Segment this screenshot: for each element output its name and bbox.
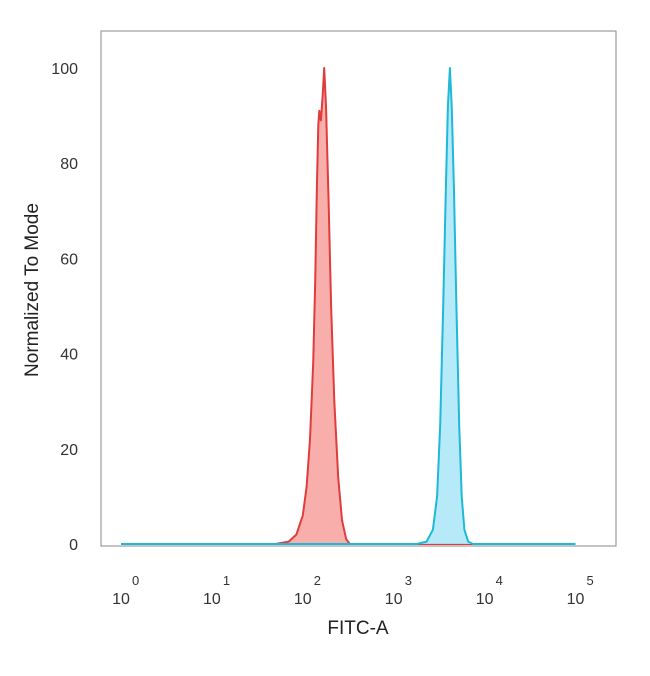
x-tick-base: 10	[203, 591, 221, 608]
y-axis-title: Normalized To Mode	[22, 203, 43, 377]
y-tick-label: 60	[60, 251, 78, 268]
x-tick-exponent: 1	[223, 573, 230, 588]
x-tick-label: 104	[476, 573, 503, 608]
x-tick-exponent: 2	[314, 573, 321, 588]
x-tick-label: 103	[385, 573, 412, 608]
plot-frame	[100, 30, 617, 547]
x-tick-label: 105	[567, 573, 594, 608]
series-1-line	[121, 67, 576, 545]
x-tick-label: 100	[112, 573, 139, 608]
series-layer	[121, 67, 576, 545]
x-tick-label: 101	[203, 573, 230, 608]
y-axis-ticks: 0 20 40 60 80 100	[51, 61, 78, 554]
x-tick-base: 10	[567, 591, 585, 608]
x-tick-exponent: 3	[405, 573, 412, 588]
y-tick-label: 100	[51, 61, 78, 78]
x-tick-exponent: 5	[587, 573, 594, 588]
y-tick-label: 80	[60, 156, 78, 173]
series-2-line	[121, 67, 576, 545]
x-axis-title: FITC-A	[327, 618, 389, 639]
y-tick-label: 0	[69, 537, 78, 554]
plot-background	[101, 31, 616, 546]
x-tick-base: 10	[294, 591, 312, 608]
x-tick-base: 10	[385, 591, 403, 608]
x-tick-base: 10	[476, 591, 494, 608]
x-tick-exponent: 4	[496, 573, 503, 588]
y-tick-label: 20	[60, 442, 78, 459]
y-tick-label: 40	[60, 347, 78, 364]
x-tick-exponent: 0	[132, 573, 139, 588]
x-tick-label: 102	[294, 573, 321, 608]
x-tick-base: 10	[112, 591, 130, 608]
